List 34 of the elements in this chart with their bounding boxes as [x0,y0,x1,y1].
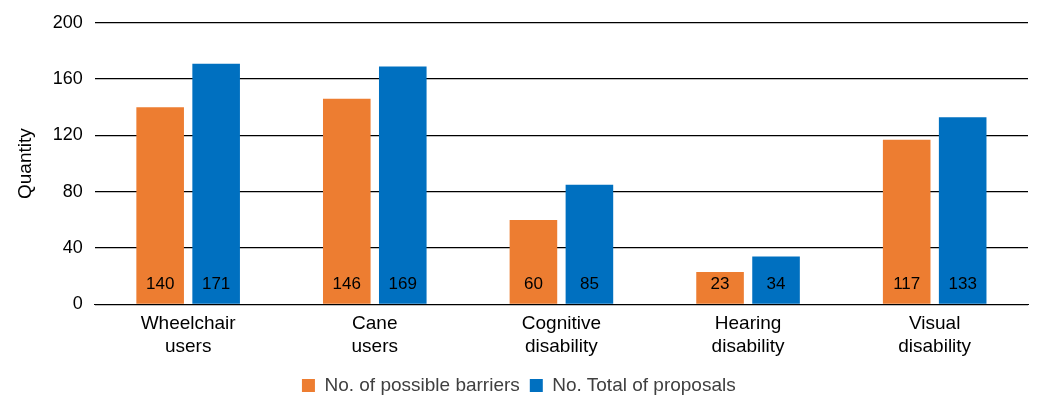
data-label: 169 [388,273,417,293]
bar [509,219,558,304]
data-label: 171 [201,273,231,293]
data-label: 146 [332,273,361,293]
data-label: 140 [145,273,175,293]
y-tick-label: 80 [62,180,83,201]
bar [938,117,987,304]
legend-label: No. Total of proposals [552,373,736,395]
bar [136,107,184,304]
x-tick-label: Cane users [351,312,399,356]
data-label: 85 [579,273,599,293]
y-tick-label: 0 [72,293,83,314]
x-tick-label: Wheelchair users [140,312,237,356]
bar [322,98,371,304]
bar [882,139,931,304]
y-tick-label: 120 [52,124,83,145]
y-tick-label: 160 [52,68,83,89]
data-label: 117 [893,273,921,293]
y-tick-label: 40 [62,237,83,258]
data-label: 133 [948,273,977,293]
data-label: 23 [710,273,730,293]
bar [378,66,427,304]
y-tick-label: 200 [52,11,83,32]
x-tick-label: Hearing disability [711,312,785,356]
data-label: 34 [766,273,786,293]
x-tick-label: Cognitive disability [521,312,602,356]
x-tick-label: Visual disability [898,312,972,356]
bar [696,272,744,304]
legend-label: No. of possible barriers [324,373,520,395]
bar [752,256,800,304]
bar [192,63,240,304]
bar [565,184,614,304]
data-label: 60 [523,273,543,293]
y-axis-title: Quantity [13,127,35,199]
